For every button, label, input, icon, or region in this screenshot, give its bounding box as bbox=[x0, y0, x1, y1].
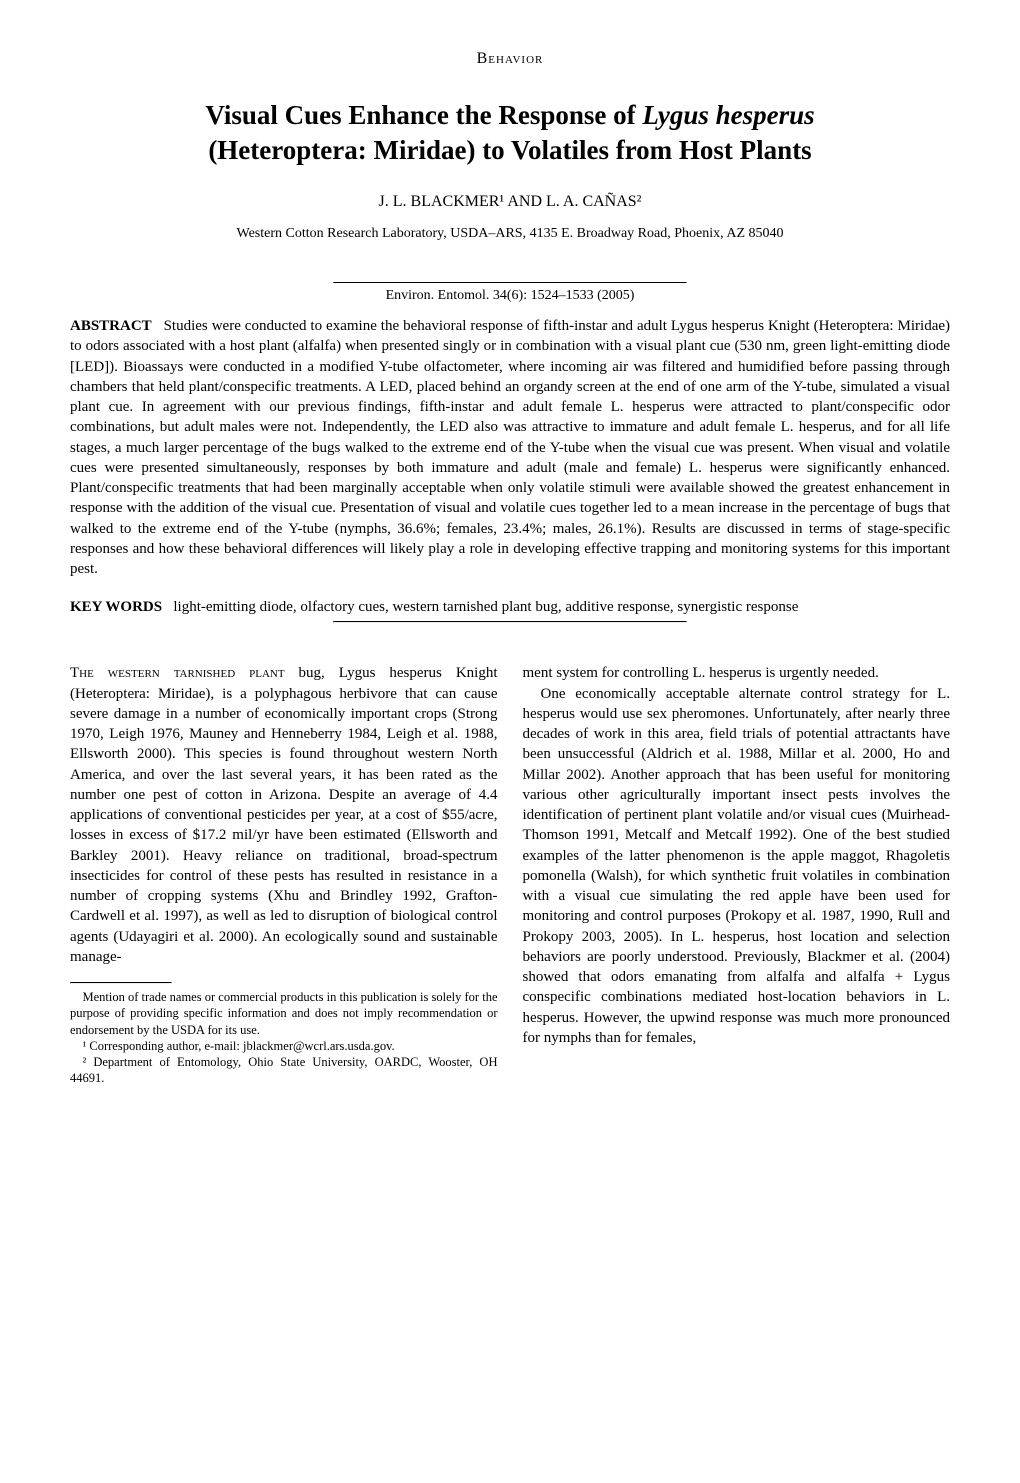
body-para-1: The western tarnished plant bug, Lygus h… bbox=[70, 663, 498, 967]
authors-line: J. L. BLACKMER¹ AND L. A. CAÑAS² bbox=[70, 193, 950, 211]
citation-rule-top bbox=[333, 282, 687, 283]
affiliation-line: Western Cotton Research Laboratory, USDA… bbox=[70, 226, 950, 242]
keywords-block: KEY WORDS light-emitting diode, olfactor… bbox=[70, 599, 950, 616]
body-para-2: ment system for controlling L. hesperus … bbox=[523, 663, 951, 683]
left-column: The western tarnished plant bug, Lygus h… bbox=[70, 663, 498, 1086]
abstract-block: ABSTRACT Studies were conducted to exami… bbox=[70, 316, 950, 579]
two-column-body: The western tarnished plant bug, Lygus h… bbox=[70, 663, 950, 1086]
abstract-label: ABSTRACT bbox=[70, 318, 152, 334]
title-text-1: Visual Cues Enhance the Response of bbox=[205, 100, 642, 130]
footnote-3: ² Department of Entomology, Ohio State U… bbox=[70, 1054, 498, 1087]
keywords-rule bbox=[333, 621, 687, 623]
footnote-1: Mention of trade names or commercial pro… bbox=[70, 989, 498, 1038]
citation: Environ. Entomol. 34(6): 1524–1533 (2005… bbox=[70, 288, 950, 304]
title-text-2: (Heteroptera: Miridae) to Volatiles from… bbox=[208, 135, 811, 165]
page-container: Behavior Visual Cues Enhance the Respons… bbox=[0, 0, 1020, 1137]
abstract-text: Studies were conducted to examine the be… bbox=[70, 318, 950, 577]
footnote-rule bbox=[70, 982, 172, 984]
section-header: Behavior bbox=[70, 50, 950, 68]
footnote-2: ¹ Corresponding author, e-mail: jblackme… bbox=[70, 1038, 498, 1054]
keywords-label: KEY WORDS bbox=[70, 599, 162, 615]
body-para-1-rest: bug, Lygus hesperus Knight (Heteroptera:… bbox=[70, 665, 498, 965]
keywords-text: light-emitting diode, olfactory cues, we… bbox=[173, 599, 798, 615]
body-smallcaps-lead: The western tarnished plant bbox=[70, 665, 299, 681]
title-italic-1: Lygus hesperus bbox=[642, 100, 814, 130]
right-column: ment system for controlling L. hesperus … bbox=[523, 663, 951, 1086]
body-para-3: One economically acceptable alternate co… bbox=[523, 684, 951, 1049]
paper-title: Visual Cues Enhance the Response of Lygu… bbox=[70, 98, 950, 168]
